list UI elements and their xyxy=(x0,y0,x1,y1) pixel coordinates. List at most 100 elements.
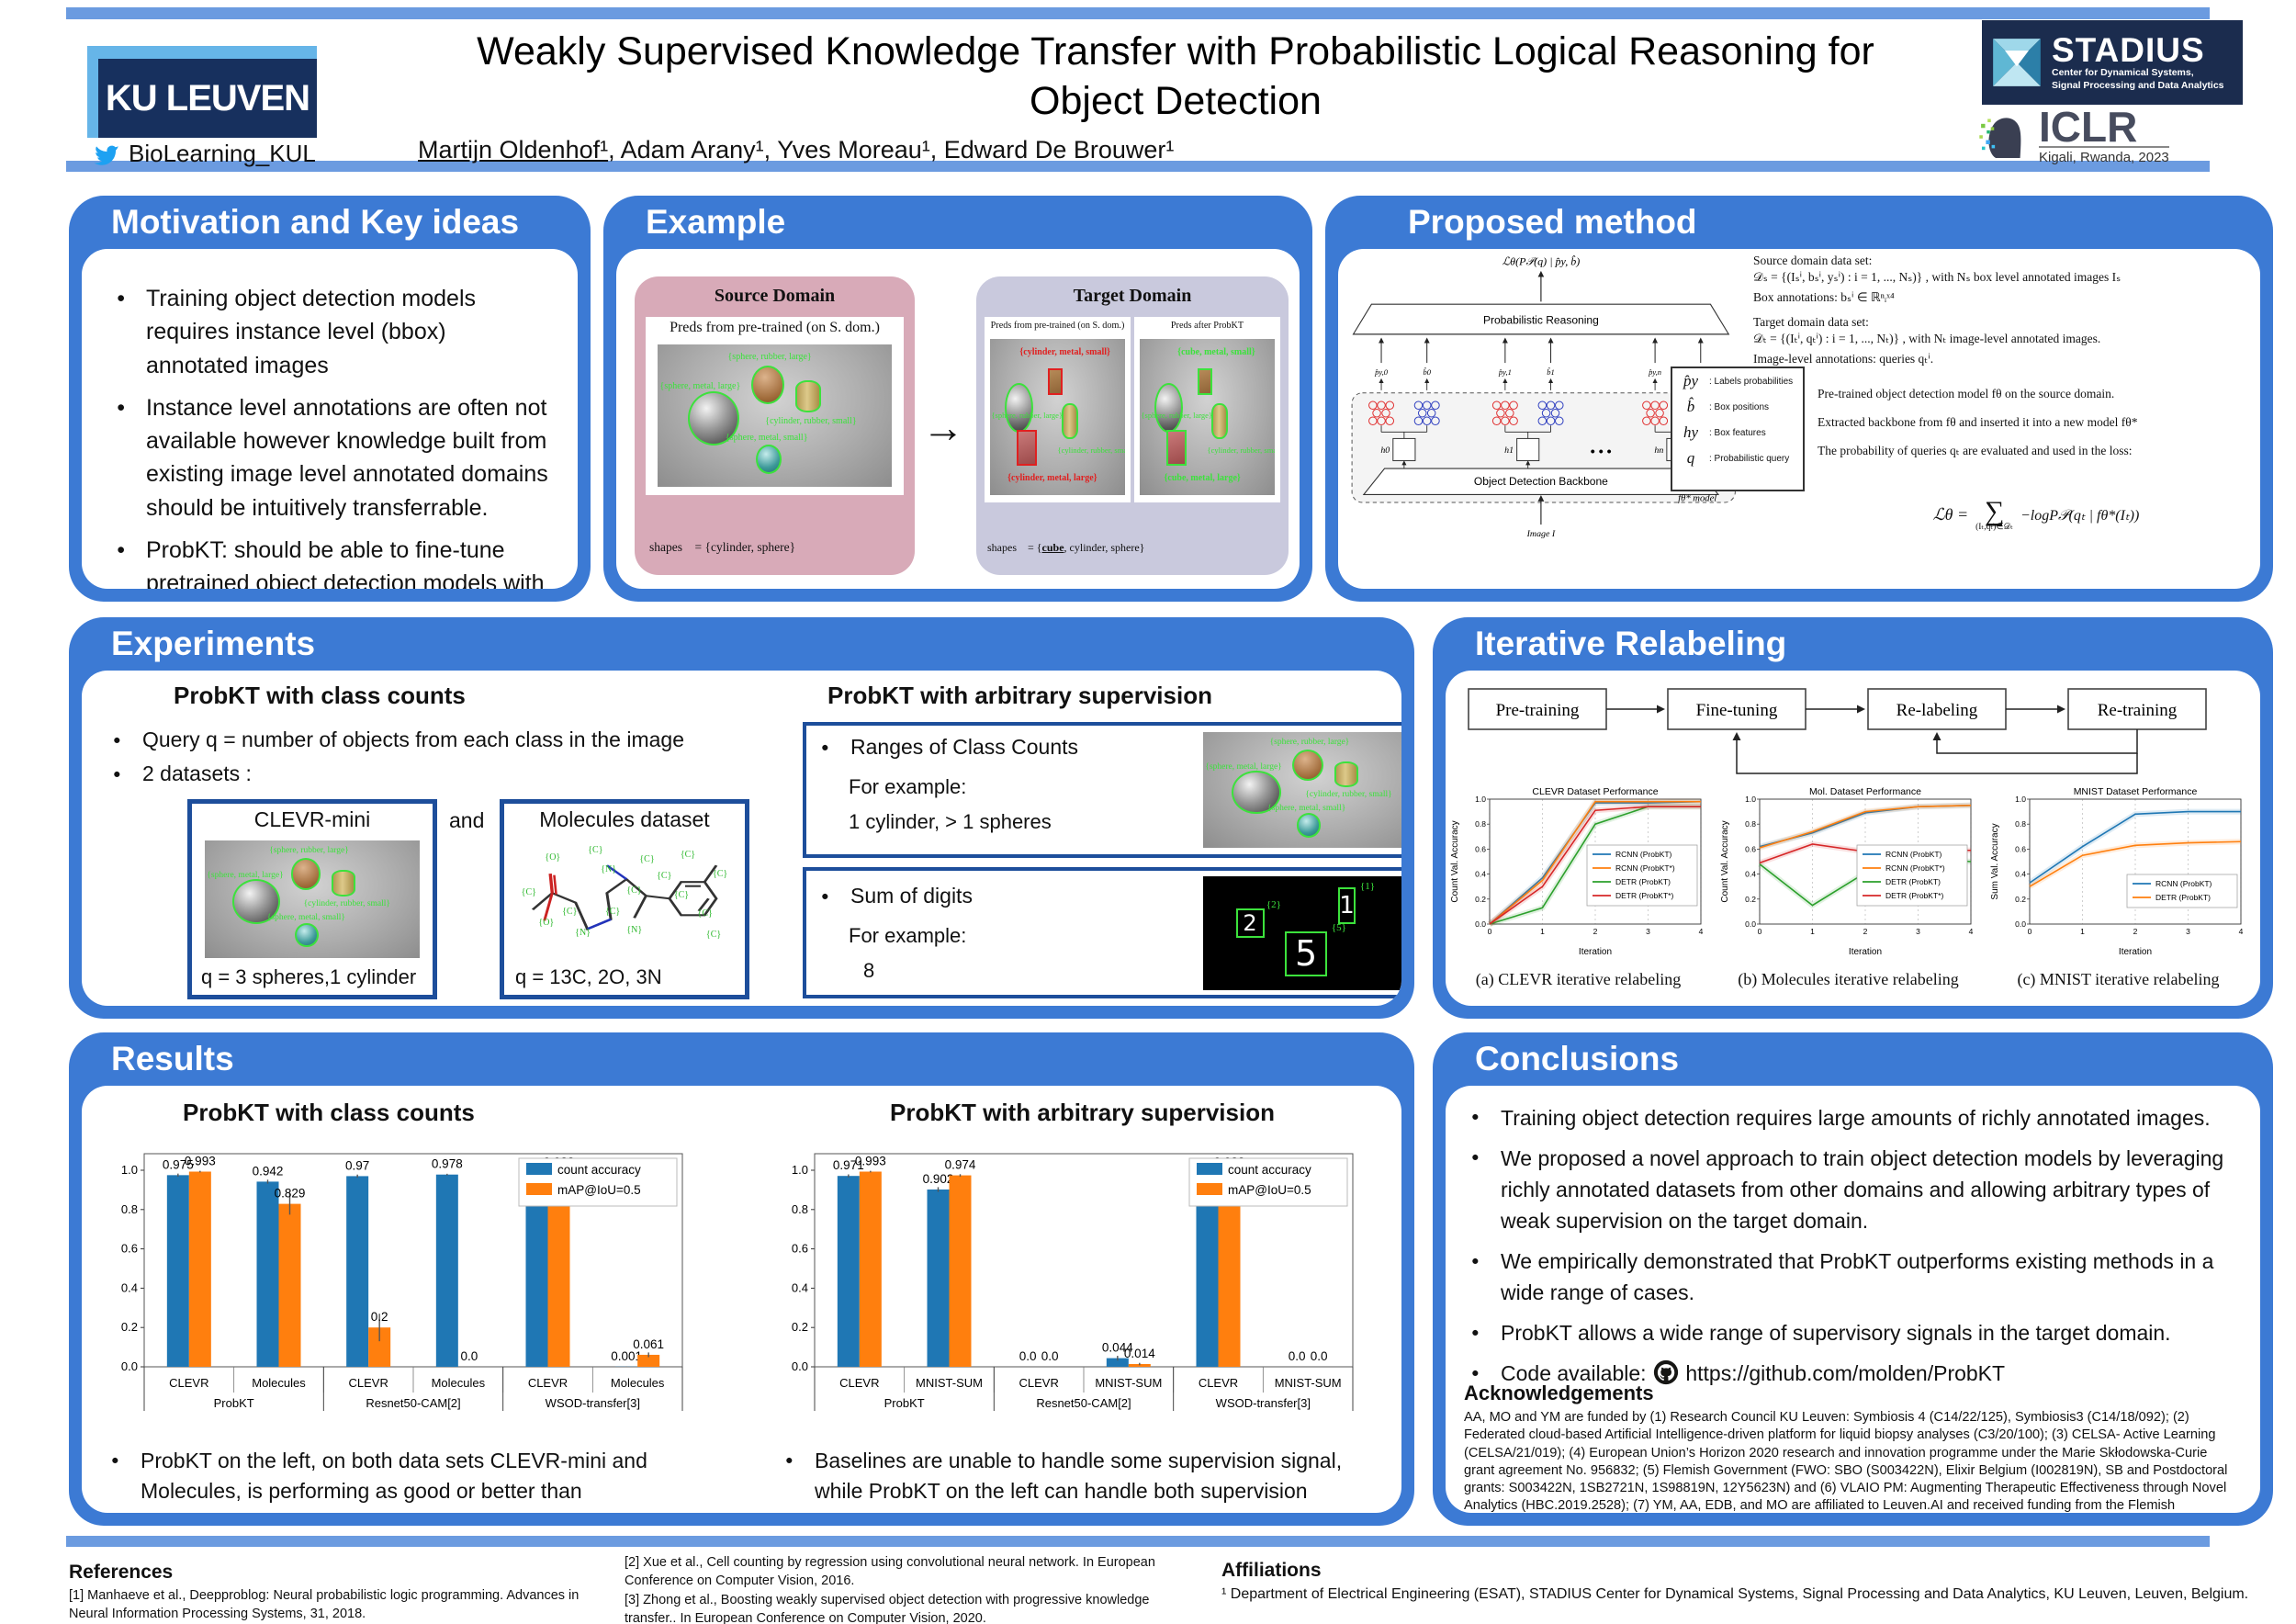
scene-object xyxy=(1334,761,1359,788)
scene-annotation: {C} xyxy=(626,885,642,896)
author-first: Martijn Oldenhof¹ xyxy=(418,136,609,164)
svg-text:0.001: 0.001 xyxy=(611,1349,642,1363)
svg-text:0.993: 0.993 xyxy=(185,1154,216,1167)
scene-annotation: {C} xyxy=(588,845,603,856)
caption-a: (a) CLEVR iterative relabeling xyxy=(1475,970,1682,988)
svg-text:CLEVR: CLEVR xyxy=(169,1376,208,1390)
panel-motivation: Motivation and Key ideas Training object… xyxy=(69,196,591,602)
loss-formula-top: ℒθ(P𝒫(q) | p̂y, b̂) xyxy=(1503,254,1581,267)
svg-text:0.975: 0.975 xyxy=(163,1157,194,1171)
scene-annotation: {sphere, metal, small} xyxy=(266,913,345,923)
target-scene-before: {cylinder, metal, small} {sphere, rubber,… xyxy=(990,339,1125,495)
svg-text:0.4: 0.4 xyxy=(121,1280,138,1294)
output-label: p̂y,1 xyxy=(1498,367,1512,377)
twitter-handle-row: BioLearning_KUL xyxy=(92,140,316,168)
acknowledgements-text: AA, MO and YM are funded by (1) Research… xyxy=(1464,1410,2228,1513)
svg-text:Iteration: Iteration xyxy=(1579,947,1612,957)
scene-annotation: {cube, metal, small} xyxy=(1177,346,1255,357)
svg-text:4: 4 xyxy=(1699,927,1704,936)
scene-annotation: {C} xyxy=(521,887,536,898)
flow-step-pretraining: Pre-training xyxy=(1496,701,1580,720)
svg-text:0.2: 0.2 xyxy=(121,1320,138,1334)
conclusion-bullet-code: Code available: https://github.com/molde… xyxy=(1464,1358,2240,1389)
scene-object xyxy=(1198,368,1213,396)
arbitrary-supervision-bar-chart: 0.00.20.40.60.81.0 0.9710.993CLEVR0.9020.… xyxy=(792,1153,1354,1411)
motivation-title: Motivation and Key ideas xyxy=(111,203,520,241)
ranges-example-label: For example: xyxy=(849,775,967,798)
poster-title: Weakly Supervised Knowledge Transfer wit… xyxy=(386,28,1965,127)
svg-text:0.97: 0.97 xyxy=(345,1158,369,1172)
svg-text:count accuracy: count accuracy xyxy=(557,1163,641,1177)
twitter-handle[interactable]: BioLearning_KUL xyxy=(129,140,316,167)
svg-text:MNIST-SUM: MNIST-SUM xyxy=(1275,1376,1342,1390)
output-label: p̂y,0 xyxy=(1374,367,1389,377)
svg-text:0.0: 0.0 xyxy=(121,1359,138,1373)
svg-text:Molecules: Molecules xyxy=(252,1376,306,1390)
mnist-digit: 5 xyxy=(1284,930,1328,977)
scene-object xyxy=(795,379,822,413)
ranges-bullet: Ranges of Class Counts xyxy=(814,735,1401,760)
proposed-method-title: Proposed method xyxy=(1408,203,1697,241)
output-label: b̂0 xyxy=(1423,367,1431,377)
svg-text:WSOD-transfer[3]: WSOD-transfer[3] xyxy=(1216,1396,1311,1410)
svg-text:0.978: 0.978 xyxy=(432,1157,463,1171)
clevr-iteration-chart: 0 1 2 3 4 0.0 0.2 0.4 0.6 0.8 1.0 CLEVR Dataset Per… xyxy=(1450,786,1704,957)
svg-text:0.8: 0.8 xyxy=(1475,819,1486,829)
iclr-wordmark: ICLR xyxy=(2039,102,2138,151)
scene-annotation: {sphere, rubber, large} xyxy=(991,411,1063,421)
svg-text:0.4: 0.4 xyxy=(1475,870,1486,879)
reference-1: [1] Manhaeve et al., Deepproblog: Neural… xyxy=(69,1588,580,1621)
dataset-definitions: Source domain data set: 𝒟ₛ = {(Iₛⁱ, bₛⁱ,… xyxy=(1753,254,2122,367)
conclusions-title: Conclusions xyxy=(1475,1040,1680,1077)
scene-annotation: {sphere, metal, small} xyxy=(725,433,808,444)
ranges-supervision-box: Ranges of Class Counts For example: 1 cy… xyxy=(803,722,1401,858)
svg-text:Count Val. Accuracy: Count Val. Accuracy xyxy=(1450,820,1460,902)
svg-text:0.0: 0.0 xyxy=(1041,1349,1059,1363)
github-link[interactable]: https://github.com/molden/ProbKT xyxy=(1685,1361,2006,1386)
source-domain-card: Source Domain Preds from pre-trained (on… xyxy=(635,276,915,575)
mnist-digit: 1 xyxy=(1337,887,1356,925)
svg-text:Mol. Dataset Performance: Mol. Dataset Performance xyxy=(1809,786,1921,797)
scene-annotation: {cube, metal, large} xyxy=(1164,473,1241,484)
scene-annotation: {O} xyxy=(538,918,555,929)
scene-annotation: {1} xyxy=(1359,880,1375,892)
mnist-scene: 2 1 5 {2} {1} {5} xyxy=(1203,876,1401,990)
backbone-label: Object Detection Backbone xyxy=(1474,475,1608,488)
stadius-diamond-icon xyxy=(1993,39,2041,86)
scene-annotation: {sphere, metal, small} xyxy=(1267,804,1346,814)
svg-text:0.8: 0.8 xyxy=(1745,819,1756,829)
scene-annotation: {cylinder, metal, small} xyxy=(1019,346,1110,357)
svg-text:RCNN (ProbKT): RCNN (ProbKT) xyxy=(1615,850,1672,859)
panel-iterative-relabeling: Iterative Relabeling Pre-training Fine-t… xyxy=(1433,617,2273,1019)
source-domain-title: Source Domain xyxy=(714,286,836,306)
svg-text:DETR (ProbKT): DETR (ProbKT) xyxy=(1615,877,1671,886)
authors-line: Martijn Oldenhof¹, Adam Arany¹, Yves Mor… xyxy=(418,136,1174,164)
clevr-mini-box: CLEVR-mini {sphere, rubber, large} {spher… xyxy=(187,799,437,999)
caption-b: (b) Molecules iterative relabeling xyxy=(1738,970,1959,988)
svg-text:Count Val. Accuracy: Count Val. Accuracy xyxy=(1720,820,1730,902)
twitter-icon xyxy=(94,145,118,165)
target-preds-after-box: Preds after ProbKT {cube, metal, small}{… xyxy=(1134,317,1280,502)
scene-annotation: {sphere, metal, large} xyxy=(1205,761,1282,772)
svg-text:1.0: 1.0 xyxy=(2015,795,2026,804)
experiments-left-heading: ProbKT with class counts xyxy=(174,682,466,709)
top-bar xyxy=(66,7,2210,19)
scene-annotation: {cylinder, rubber, small} xyxy=(1057,445,1126,455)
svg-text:DETR (ProbKT*): DETR (ProbKT*) xyxy=(1885,891,1943,900)
target-preds-before-title: Preds from pre-trained (on S. dom.) xyxy=(990,321,1125,331)
svg-text:CLEVR Dataset Performance: CLEVR Dataset Performance xyxy=(1532,786,1658,797)
svg-text:3: 3 xyxy=(1916,927,1920,936)
clevr-query-text: q = 3 spheres,1 cylinder xyxy=(201,965,417,988)
model-label: fθ* model xyxy=(1678,494,1716,504)
svg-text:1.0: 1.0 xyxy=(121,1163,138,1177)
scene-annotation: {cylinder, rubber, small} xyxy=(765,415,857,426)
panel-results: Results ProbKT with class counts 0.0 0.2 0… xyxy=(69,1032,1414,1526)
svg-text:1: 1 xyxy=(2080,927,2085,936)
references-column-2: [2] Xue et al., Cell counting by regress… xyxy=(625,1554,1194,1624)
molecule-query-text: q = 13C, 2O, 3N xyxy=(515,965,662,988)
svg-text:0.2: 0.2 xyxy=(2015,895,2026,904)
svg-text:CLEVR: CLEVR xyxy=(839,1376,879,1390)
svg-text:0.0: 0.0 xyxy=(792,1359,808,1373)
symbol-legend: p̂y: Labels probabilities b̂: Box positi… xyxy=(1671,367,1805,491)
svg-text:0.4: 0.4 xyxy=(2015,870,2026,879)
